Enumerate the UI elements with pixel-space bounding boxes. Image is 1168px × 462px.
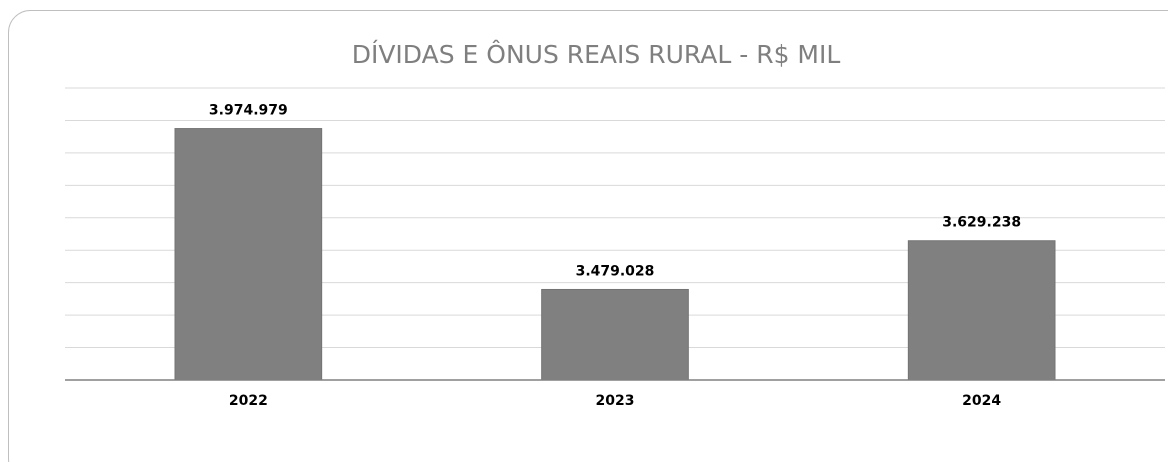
x-tick-label: 2022 xyxy=(229,393,268,409)
bar xyxy=(907,240,1056,381)
bar xyxy=(541,288,689,381)
data-label: 3.629.238 xyxy=(942,215,1021,231)
bar xyxy=(174,128,323,381)
x-tick-label: 2023 xyxy=(596,393,635,409)
data-label: 3.479.028 xyxy=(576,263,655,279)
x-tick-label: 2024 xyxy=(962,393,1001,409)
chart-title: DÍVIDAS E ÔNUS REAIS RURAL - R$ MIL xyxy=(352,39,841,69)
data-label: 3.974.979 xyxy=(209,103,288,119)
